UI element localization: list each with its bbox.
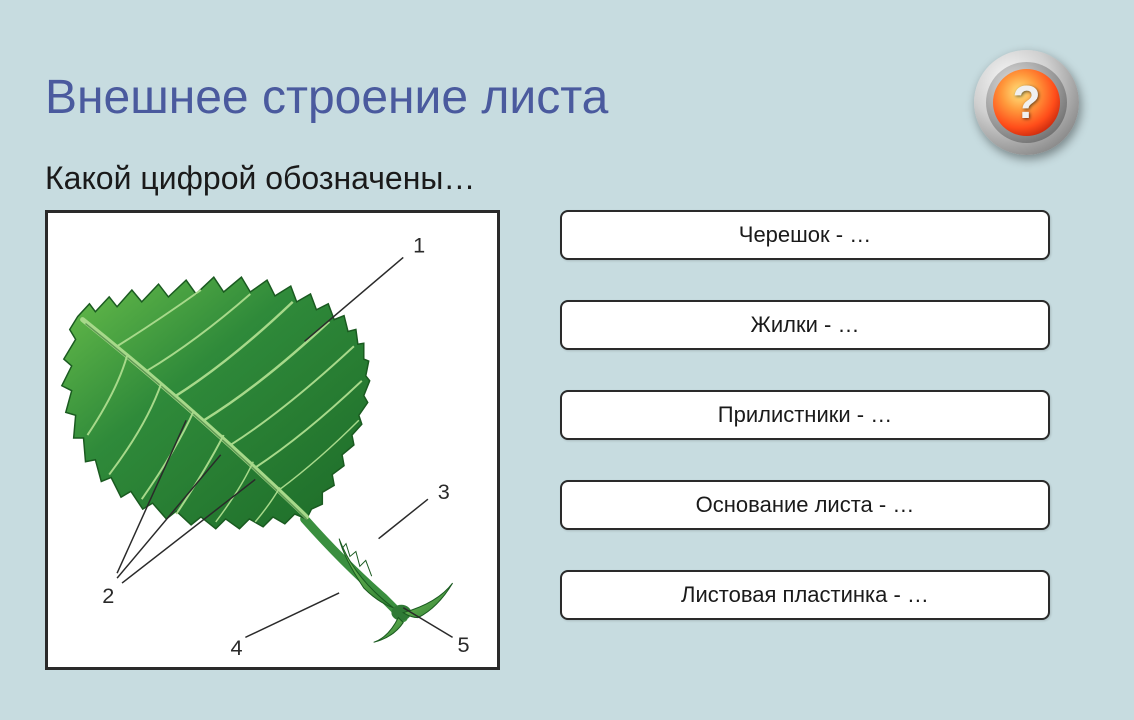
- help-icon-ring: ?: [974, 50, 1079, 155]
- callout-number-2: 2: [102, 583, 114, 608]
- callout-line-1: [305, 257, 404, 341]
- answer-item-base[interactable]: Основание листа - …: [560, 480, 1050, 530]
- help-icon-mid: ?: [986, 62, 1068, 144]
- page-title: Внешнее строение листа: [45, 70, 608, 125]
- callout-number-5: 5: [458, 632, 470, 657]
- leaf-stipule-bottom: [374, 618, 404, 643]
- question-text: Какой цифрой обозначены…: [45, 160, 475, 197]
- answer-list: Черешок - … Жилки - … Прилистники - … Ос…: [560, 210, 1050, 620]
- question-mark-icon: ?: [1012, 75, 1040, 129]
- leaf-diagram: 1 2 3 4 5: [45, 210, 500, 670]
- leaf-svg: 1 2 3 4 5: [48, 213, 497, 667]
- help-icon[interactable]: ?: [974, 50, 1079, 155]
- answer-item-veins[interactable]: Жилки - …: [560, 300, 1050, 350]
- callout-line-3: [379, 499, 428, 538]
- callout-number-1: 1: [413, 233, 425, 258]
- callout-line-4: [245, 593, 339, 637]
- answer-item-petiole[interactable]: Черешок - …: [560, 210, 1050, 260]
- answer-item-stipules[interactable]: Прилистники - …: [560, 390, 1050, 440]
- answer-item-blade[interactable]: Листовая пластинка - …: [560, 570, 1050, 620]
- callout-line-5: [403, 608, 452, 638]
- callout-number-4: 4: [231, 635, 243, 660]
- help-icon-orb: ?: [993, 69, 1060, 136]
- callout-number-3: 3: [438, 479, 450, 504]
